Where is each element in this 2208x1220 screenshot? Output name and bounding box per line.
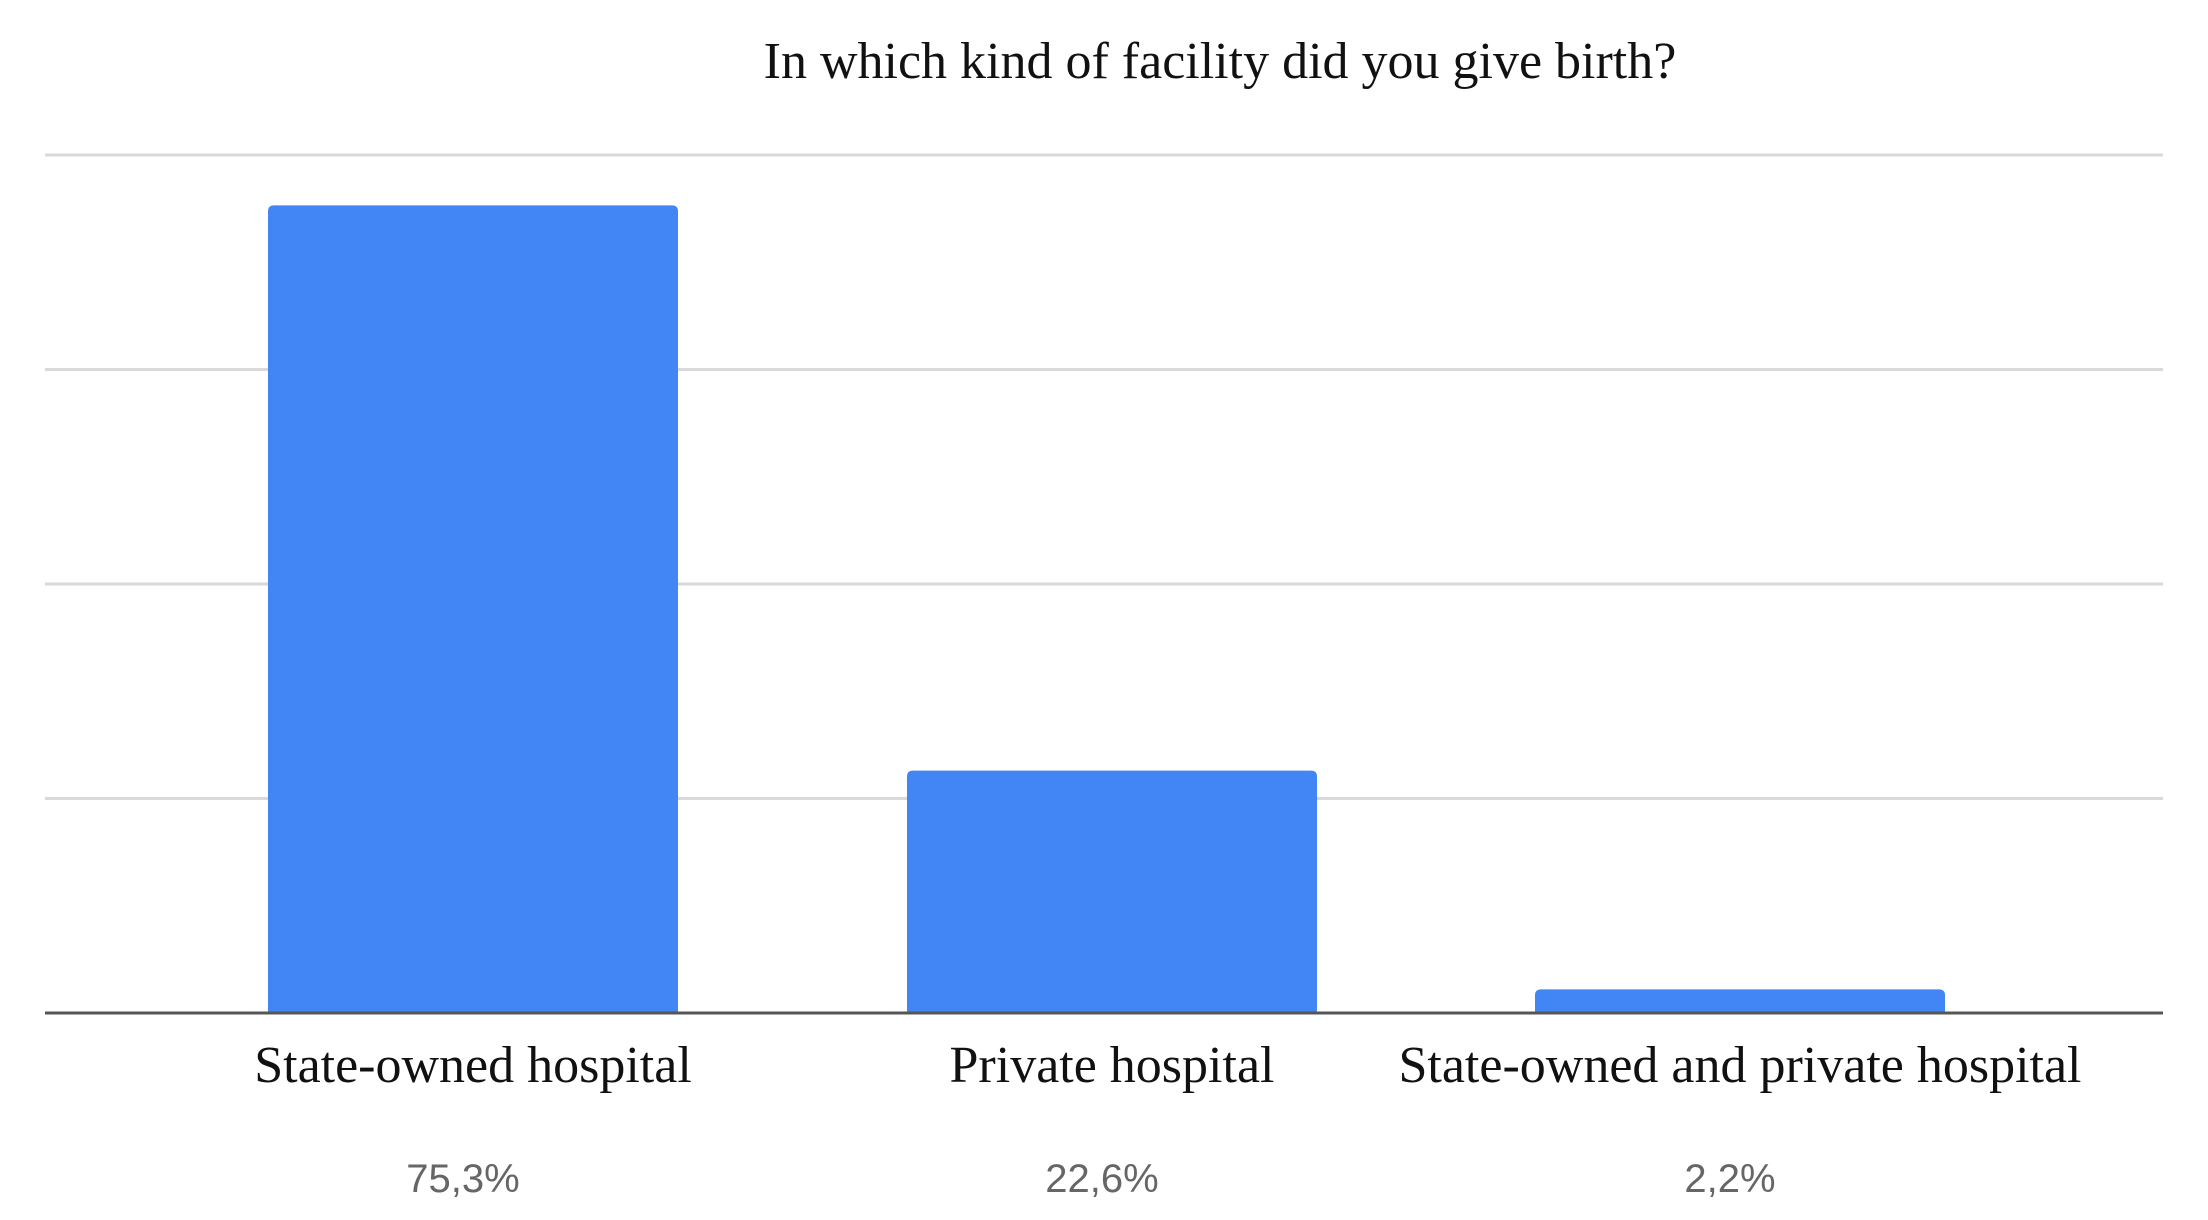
value-label: 2,2% (1684, 1157, 1775, 1201)
chart-title: In which kind of facility did you give b… (764, 33, 1677, 90)
value-label: 22,6% (1045, 1157, 1158, 1201)
value-labels: 75,3% 22,6% 2,2% (406, 1157, 1775, 1201)
category-label: State-owned hospital (254, 1037, 692, 1094)
category-label: Private hospital (950, 1037, 1275, 1094)
value-label: 75,3% (406, 1157, 519, 1201)
category-labels: State-owned hospital Private hospital Stat… (254, 1037, 2081, 1094)
bars (268, 205, 1945, 1014)
bar-2 (907, 770, 1317, 1013)
category-label: State-owned and private hospital (1398, 1037, 2081, 1094)
bar-3 (1535, 989, 1945, 1013)
bar-1 (268, 205, 678, 1014)
